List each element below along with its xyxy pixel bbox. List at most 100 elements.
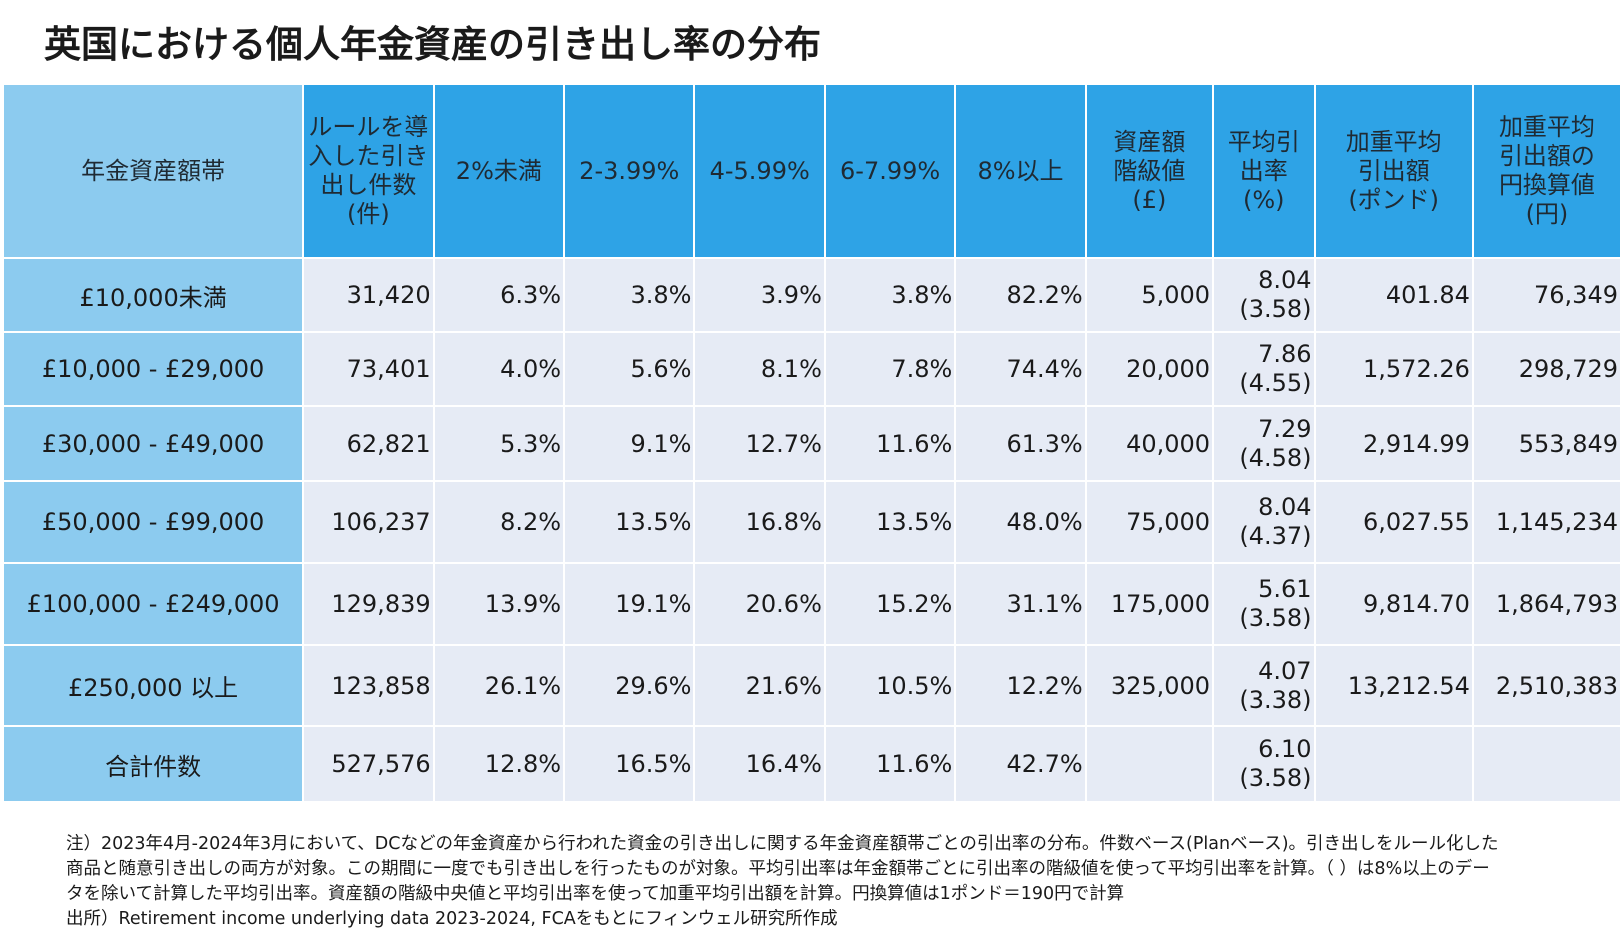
cell-2-399: 13.5% bbox=[563, 480, 696, 564]
cell-ge8: 61.3% bbox=[954, 405, 1087, 482]
avg-rate-excluding-value: (4.37) bbox=[1239, 522, 1312, 550]
cell-avg-rate: 8.04 (4.37) bbox=[1212, 480, 1316, 564]
header-avg-rate: 平均引 出率 (%) bbox=[1212, 83, 1316, 259]
cell-weighted-gbp bbox=[1313, 725, 1474, 803]
header-line: 出し件数 bbox=[320, 171, 417, 199]
cell-ge8: 31.1% bbox=[954, 562, 1087, 646]
cell-lt2: 4.0% bbox=[432, 331, 566, 407]
cell-2-399: 16.5% bbox=[563, 725, 696, 803]
cell-4-599: 3.9% bbox=[693, 257, 826, 333]
cell-weighted-gbp: 401.84 bbox=[1313, 257, 1474, 333]
header-line: 出率 bbox=[1239, 156, 1288, 185]
avg-rate-value: 5.61 bbox=[1258, 575, 1312, 603]
header-line: 6-7.99% bbox=[840, 156, 941, 185]
avg-rate-value: 4.07 bbox=[1258, 656, 1312, 685]
cell-asset-band: £100,000 - £249,000 bbox=[1, 562, 305, 646]
withdrawal-rate-table: 年金資産額帯 ルールを導 入した引き 出し件数 (件) 2%未満 2-3.99% 4-5.99… bbox=[1, 83, 1623, 803]
header-rule-count: ルールを導 入した引き 出し件数 (件) bbox=[302, 83, 435, 259]
header-2-399: 2-3.99% bbox=[563, 83, 696, 259]
header-asset-band: 年金資産額帯 bbox=[1, 83, 305, 259]
cell-ge8: 42.7% bbox=[954, 725, 1087, 803]
cell-asset-band: £50,000 - £99,000 bbox=[1, 480, 305, 564]
cell-avg-rate: 7.86 (4.55) bbox=[1212, 331, 1316, 407]
cell-avg-rate: 4.07 (3.38) bbox=[1212, 644, 1316, 727]
header-line: (%) bbox=[1243, 185, 1285, 214]
cell-avg-rate: 8.04 (3.58) bbox=[1212, 257, 1316, 333]
header-line: (ポンド) bbox=[1348, 185, 1440, 214]
header-line: 加重平均 bbox=[1498, 113, 1595, 141]
table-row: £10,000 - £29,000 73,401 4.0% 5.6% 8.1% 7.8% 7… bbox=[1, 331, 1623, 407]
page-title: 英国における個人年金資産の引き出し率の分布 bbox=[44, 23, 821, 66]
cell-ge8: 74.4% bbox=[954, 331, 1087, 407]
header-lt2: 2%未満 bbox=[432, 83, 566, 259]
cell-4-599: 12.7% bbox=[693, 405, 826, 482]
table-row: £250,000 以上 123,858 26.1% 29.6% 21.6% 10.5% 12… bbox=[1, 644, 1623, 727]
cell-lt2: 12.8% bbox=[432, 725, 566, 803]
avg-rate-value: 7.86 bbox=[1258, 340, 1312, 368]
avg-rate-excluding-value: (3.38) bbox=[1239, 685, 1312, 714]
cell-count: 62,821 bbox=[302, 405, 435, 482]
header-line: 4-5.99% bbox=[709, 156, 810, 185]
header-line: (£) bbox=[1132, 185, 1167, 214]
avg-rate-value: 6.10 bbox=[1258, 735, 1312, 763]
header-line: 年金資産額帯 bbox=[81, 156, 226, 185]
cell-asset-band: £10,000 - £29,000 bbox=[1, 331, 305, 407]
cell-asset-band: £30,000 - £49,000 bbox=[1, 405, 305, 482]
cell-weighted-jpy: 1,864,793 bbox=[1471, 562, 1623, 646]
footnote-line: 商品と随意引き出しの両方が対象。この期間に一度でも引き出しを行ったものが対象。平… bbox=[66, 859, 1490, 879]
cell-6-799: 7.8% bbox=[823, 331, 957, 407]
cell-2-399: 5.6% bbox=[563, 331, 696, 407]
cell-lt2: 26.1% bbox=[432, 644, 566, 727]
cell-count: 123,858 bbox=[302, 644, 435, 727]
cell-ge8: 48.0% bbox=[954, 480, 1087, 564]
cell-weighted-gbp: 13,212.54 bbox=[1313, 644, 1474, 727]
table-row: £30,000 - £49,000 62,821 5.3% 9.1% 12.7% 11.6… bbox=[1, 405, 1623, 482]
header-line: 引出額 bbox=[1357, 156, 1430, 185]
cell-weighted-jpy: 553,849 bbox=[1471, 405, 1623, 482]
cell-2-399: 19.1% bbox=[563, 562, 696, 646]
avg-rate-excluding-value: (3.58) bbox=[1239, 604, 1312, 632]
cell-avg-rate: 6.10 (3.58) bbox=[1212, 725, 1316, 803]
cell-asset-band: £10,000未満 bbox=[1, 257, 305, 333]
footnote-line: 出所）Retirement income underlying data 202… bbox=[66, 909, 838, 929]
avg-rate-excluding-value: (4.55) bbox=[1239, 369, 1312, 397]
cell-4-599: 16.8% bbox=[693, 480, 826, 564]
footnotes: 注）2023年4月-2024年3月において、DCなどの年金資産から行われた資金の… bbox=[66, 832, 1606, 932]
header-line: 引出額の bbox=[1498, 142, 1595, 170]
cell-avg-rate: 5.61 (3.58) bbox=[1212, 562, 1316, 646]
header-line: 2%未満 bbox=[455, 156, 542, 185]
header-line: (円) bbox=[1525, 200, 1569, 228]
cell-class-value: 40,000 bbox=[1084, 405, 1215, 482]
cell-2-399: 9.1% bbox=[563, 405, 696, 482]
footnote-line: タを除いて計算した平均引出率。資産額の階級中央値と平均引出率を使って加重平均引出… bbox=[66, 884, 1125, 904]
header-class-value: 資産額 階級値 (£) bbox=[1084, 83, 1215, 259]
avg-rate-value: 7.29 bbox=[1258, 414, 1312, 443]
cell-count: 73,401 bbox=[302, 331, 435, 407]
cell-2-399: 29.6% bbox=[563, 644, 696, 727]
avg-rate-excluding-value: (3.58) bbox=[1239, 764, 1312, 792]
cell-2-399: 3.8% bbox=[563, 257, 696, 333]
avg-rate-excluding-value: (3.58) bbox=[1239, 295, 1312, 323]
cell-count: 129,839 bbox=[302, 562, 435, 646]
cell-avg-rate: 7.29 (4.58) bbox=[1212, 405, 1316, 482]
cell-count: 527,576 bbox=[302, 725, 435, 803]
cell-6-799: 3.8% bbox=[823, 257, 957, 333]
cell-lt2: 6.3% bbox=[432, 257, 566, 333]
footnote-line: 注）2023年4月-2024年3月において、DCなどの年金資産から行われた資金の… bbox=[66, 834, 1499, 854]
cell-6-799: 13.5% bbox=[823, 480, 957, 564]
cell-class-value: 20,000 bbox=[1084, 331, 1215, 407]
header-4-599: 4-5.99% bbox=[693, 83, 826, 259]
cell-weighted-jpy: 1,145,234 bbox=[1471, 480, 1623, 564]
table-row: £10,000未満 31,420 6.3% 3.8% 3.9% 3.8% 82.2% 5,00… bbox=[1, 257, 1623, 333]
header-weighted-gbp: 加重平均 引出額 (ポンド) bbox=[1313, 83, 1474, 259]
avg-rate-excluding-value: (4.58) bbox=[1239, 443, 1312, 472]
cell-asset-band: 合計件数 bbox=[1, 725, 305, 803]
cell-6-799: 11.6% bbox=[823, 405, 957, 482]
cell-weighted-jpy: 298,729 bbox=[1471, 331, 1623, 407]
cell-weighted-jpy bbox=[1471, 725, 1623, 803]
cell-ge8: 82.2% bbox=[954, 257, 1087, 333]
header-weighted-jpy: 加重平均 引出額の 円換算値 (円) bbox=[1471, 83, 1623, 259]
cell-class-value bbox=[1084, 725, 1215, 803]
cell-6-799: 15.2% bbox=[823, 562, 957, 646]
header-line: 入した引き bbox=[308, 142, 429, 170]
